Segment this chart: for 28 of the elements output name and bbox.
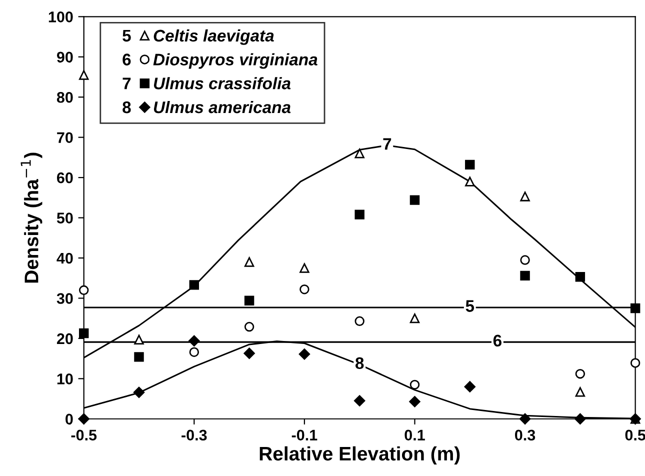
series-label: 5 <box>466 300 474 312</box>
x-axis-title: Relative Elevation (m) <box>260 446 460 464</box>
y-tick-label: 80 <box>56 92 73 103</box>
legend-label: 6 <box>122 54 131 66</box>
text: 6 <box>493 334 502 347</box>
text: 7 <box>122 78 131 90</box>
y-tick-label: 100 <box>48 12 73 22</box>
x-tick-label: -0.3 <box>182 430 207 441</box>
y-tick-label: 70 <box>57 132 73 144</box>
y-tick-label: 30 <box>56 293 73 304</box>
x-tick-label: -0.1 <box>292 430 318 441</box>
y-tick-label: 10 <box>57 374 73 384</box>
text: 5 <box>122 30 131 42</box>
legend-label: Ulmus crassifolia <box>154 77 291 90</box>
legend-label: Diospyros virginiana <box>153 53 318 69</box>
y-tick-label: 90 <box>56 52 73 63</box>
legend-label: Ulmus americana <box>154 100 291 114</box>
x-tick-label: 0.3 <box>515 430 536 441</box>
y-tick-label: 50 <box>56 212 73 224</box>
legend-label: Celtis laevigata <box>154 29 274 45</box>
y-tick-label: 20 <box>56 333 73 344</box>
legend-label: 8 <box>122 101 131 114</box>
x-tick-label: 0.1 <box>404 430 425 441</box>
y-tick-label: 40 <box>56 252 73 264</box>
x-tick-label: -0.5 <box>71 430 97 441</box>
y-tick-label: 60 <box>57 172 73 184</box>
y-tick-label: 0 <box>66 414 73 425</box>
y-axis-title: Density (ha$^{−1}$) <box>20 152 42 283</box>
